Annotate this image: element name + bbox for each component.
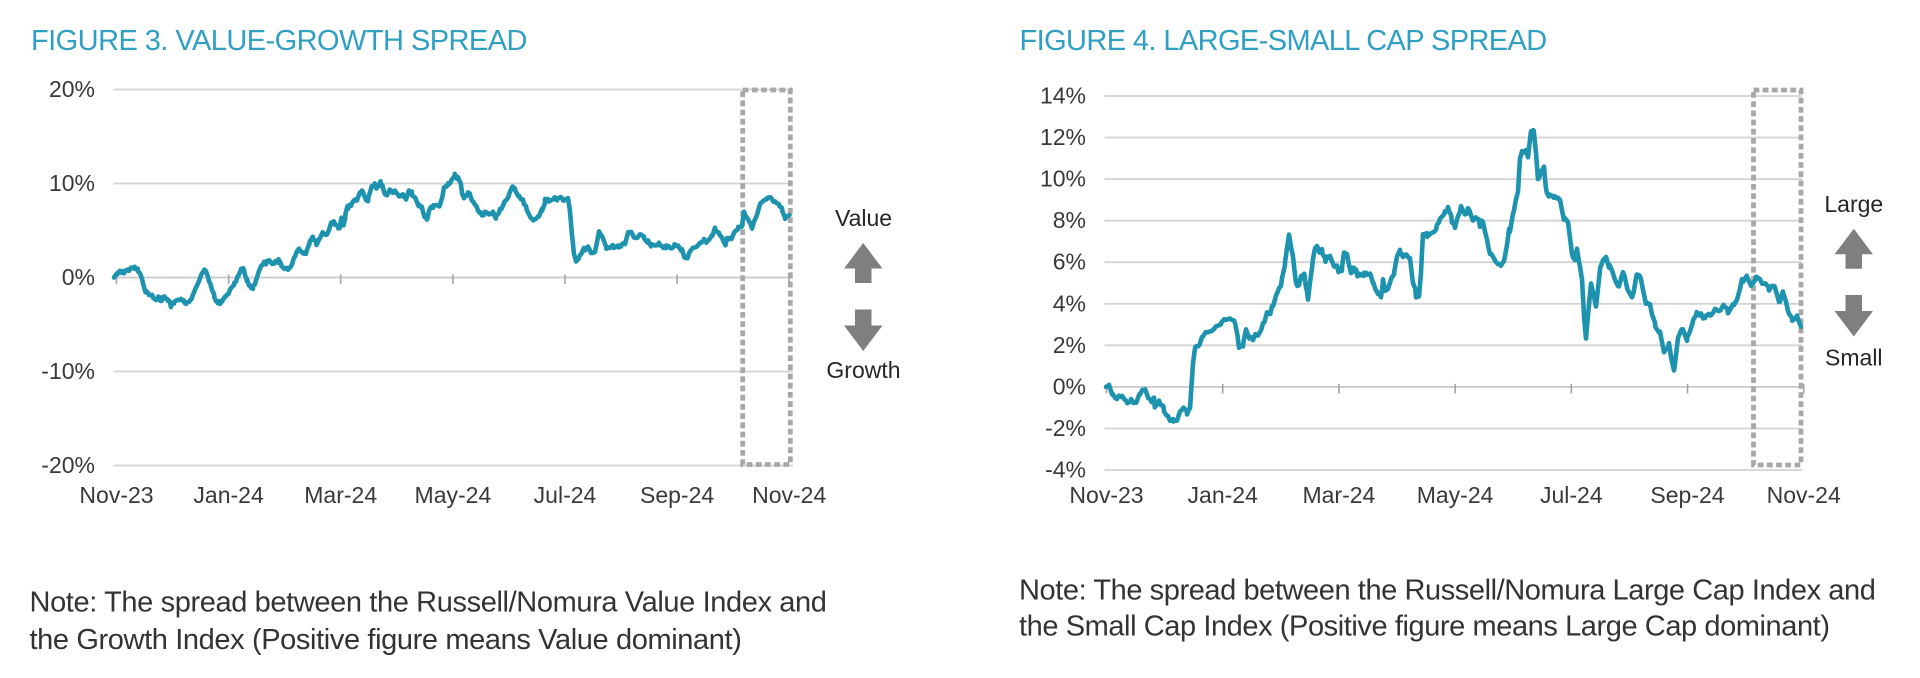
svg-text:4%: 4% xyxy=(1053,290,1086,316)
svg-text:FIGURE 3. VALUE-GROWTH SPREAD: FIGURE 3. VALUE-GROWTH SPREAD xyxy=(31,25,527,57)
svg-text:6%: 6% xyxy=(1053,249,1086,275)
svg-text:Jul-24: Jul-24 xyxy=(1540,482,1603,508)
svg-text:8%: 8% xyxy=(1053,207,1086,233)
svg-text:-20%: -20% xyxy=(41,452,95,478)
svg-text:0%: 0% xyxy=(62,264,95,290)
svg-text:Small: Small xyxy=(1825,345,1883,371)
svg-text:Sep-24: Sep-24 xyxy=(640,482,714,508)
svg-text:Nov-24: Nov-24 xyxy=(1767,482,1841,508)
svg-text:Mar-24: Mar-24 xyxy=(1302,482,1375,508)
svg-text:10%: 10% xyxy=(1040,166,1086,192)
svg-text:Jul-24: Jul-24 xyxy=(534,482,597,508)
svg-text:0%: 0% xyxy=(1053,373,1086,399)
svg-text:Note: The spread between the R: Note: The spread between the Russell/Nom… xyxy=(30,587,827,619)
svg-text:May-24: May-24 xyxy=(415,482,492,508)
svg-text:Sep-24: Sep-24 xyxy=(1650,482,1724,508)
svg-text:May-24: May-24 xyxy=(1417,482,1494,508)
svg-text:Nov-23: Nov-23 xyxy=(1069,482,1143,508)
svg-text:Note: The spread between the R: Note: The spread between the Russell/Nom… xyxy=(1019,575,1875,607)
svg-text:Growth: Growth xyxy=(826,357,900,383)
svg-text:-10%: -10% xyxy=(41,358,95,384)
svg-text:Nov-24: Nov-24 xyxy=(752,482,826,508)
svg-text:Nov-23: Nov-23 xyxy=(79,482,153,508)
svg-text:Mar-24: Mar-24 xyxy=(304,482,377,508)
svg-text:2%: 2% xyxy=(1053,332,1086,358)
svg-text:Jan-24: Jan-24 xyxy=(1188,482,1259,508)
svg-text:10%: 10% xyxy=(49,170,95,196)
svg-text:the Small Cap Index (Positive: the Small Cap Index (Positive figure mea… xyxy=(1019,611,1830,643)
svg-text:-4%: -4% xyxy=(1045,457,1086,483)
svg-text:14%: 14% xyxy=(1040,83,1086,109)
svg-text:Jan-24: Jan-24 xyxy=(193,482,264,508)
svg-text:Large: Large xyxy=(1824,191,1883,217)
svg-text:FIGURE 4. LARGE-SMALL CAP SPRE: FIGURE 4. LARGE-SMALL CAP SPREAD xyxy=(1020,25,1547,57)
svg-text:Value: Value xyxy=(835,205,892,231)
svg-text:20%: 20% xyxy=(49,76,95,102)
svg-text:the Growth Index (Positive fig: the Growth Index (Positive figure means … xyxy=(30,624,742,656)
svg-text:12%: 12% xyxy=(1040,124,1086,150)
svg-text:-2%: -2% xyxy=(1045,415,1086,441)
